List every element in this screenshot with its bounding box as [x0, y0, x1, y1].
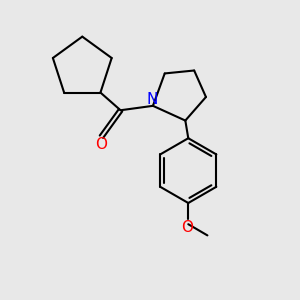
Text: O: O [95, 137, 107, 152]
Text: O: O [181, 220, 193, 235]
Text: N: N [146, 92, 158, 107]
